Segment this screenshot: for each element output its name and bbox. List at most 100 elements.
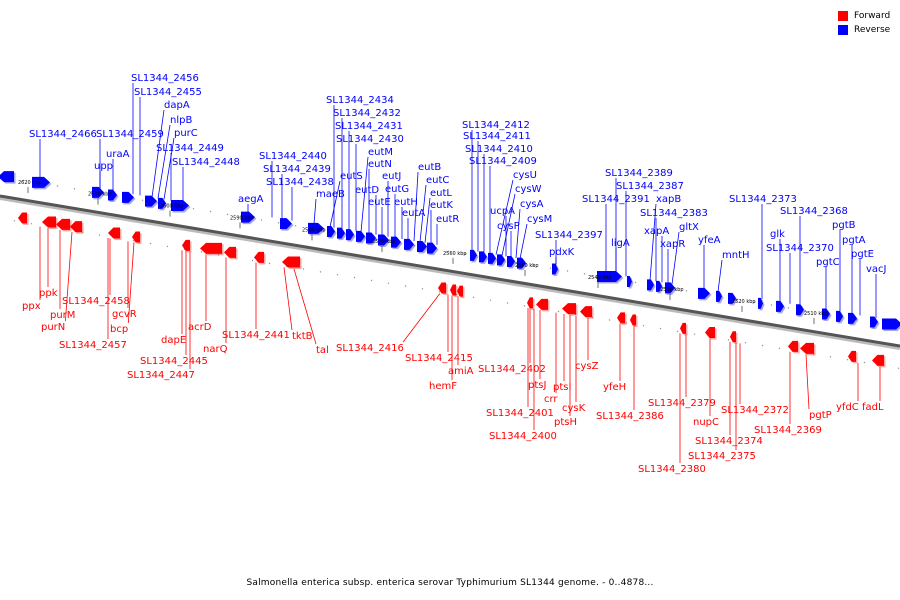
gene-label-glk[interactable]: glk	[770, 229, 785, 240]
gene-label-sl1344_2434[interactable]: SL1344_2434	[326, 95, 394, 106]
gene-arrow[interactable]	[527, 297, 533, 309]
gene-arrow[interactable]	[870, 316, 878, 328]
gene-label-sl1344_2379[interactable]: SL1344_2379	[648, 398, 716, 409]
gene-label-ptsi[interactable]: ptsI	[553, 382, 571, 393]
gene-arrow[interactable]	[698, 287, 710, 299]
gene-arrow[interactable]	[788, 340, 798, 352]
gene-label-sl1344_2440[interactable]: SL1344_2440	[259, 151, 327, 162]
gene-arrow[interactable]	[882, 318, 900, 330]
gene-label-sl1344_2456[interactable]: SL1344_2456	[131, 73, 199, 84]
gene-label-cysz[interactable]: cysZ	[575, 361, 599, 372]
gene-label-sl1344_2368[interactable]: SL1344_2368	[780, 206, 848, 217]
gene-label-pgte[interactable]: pgtE	[851, 249, 874, 260]
gene-arrow[interactable]	[822, 308, 830, 320]
gene-label-sl1344_2370[interactable]: SL1344_2370	[766, 243, 834, 254]
gene-arrow[interactable]	[848, 350, 856, 362]
gene-label-bcp[interactable]: bcp	[110, 324, 128, 335]
gene-label-cysp[interactable]: cysP	[497, 221, 520, 232]
gene-label-xapb[interactable]: xapB	[656, 194, 681, 205]
gene-label-sl1344_2411[interactable]: SL1344_2411	[463, 131, 531, 142]
gene-label-purn[interactable]: purN	[41, 322, 65, 333]
gene-label-sl1344_2448[interactable]: SL1344_2448	[172, 157, 240, 168]
gene-arrow[interactable]	[404, 238, 414, 250]
gene-arrow[interactable]	[417, 241, 427, 253]
gene-arrow[interactable]	[337, 227, 345, 239]
gene-label-sl1344_2400[interactable]: SL1344_2400	[489, 431, 557, 442]
gene-label-sl1344_2439[interactable]: SL1344_2439	[263, 164, 331, 175]
gene-label-ppk[interactable]: ppk	[39, 288, 58, 299]
gene-arrow[interactable]	[872, 354, 884, 366]
gene-label-sl1344_2383[interactable]: SL1344_2383	[640, 208, 708, 219]
gene-label-hemf[interactable]: hemF	[429, 381, 457, 392]
gene-arrow[interactable]	[56, 218, 70, 230]
gene-label-dape[interactable]: dapE	[161, 335, 186, 346]
gene-label-narq[interactable]: narQ	[203, 344, 228, 355]
gene-arrow[interactable]	[108, 227, 120, 239]
gene-label-yfeh[interactable]: yfeH	[603, 382, 626, 393]
gene-arrow[interactable]	[378, 234, 389, 246]
gene-label-xapr[interactable]: xapR	[660, 239, 685, 250]
gene-label-sl1344_2402[interactable]: SL1344_2402	[478, 364, 546, 375]
gene-arrow[interactable]	[327, 226, 335, 238]
gene-label-maeb[interactable]: maeB	[316, 189, 345, 200]
gene-arrow[interactable]	[438, 282, 446, 294]
gene-arrow[interactable]	[627, 276, 632, 288]
gene-label-fadl[interactable]: fadL	[862, 402, 884, 413]
gene-arrow[interactable]	[758, 297, 763, 309]
gene-arrow[interactable]	[356, 230, 365, 242]
gene-arrow[interactable]	[92, 186, 104, 198]
gene-label-sl1344_2375[interactable]: SL1344_2375	[688, 451, 756, 462]
gene-label-ptsj[interactable]: ptsJ	[528, 380, 546, 391]
gene-label-eutg[interactable]: eutG	[385, 184, 409, 195]
gene-label-sl1344_2373[interactable]: SL1344_2373	[729, 194, 797, 205]
gene-arrow[interactable]	[665, 282, 675, 294]
gene-arrow[interactable]	[488, 252, 496, 264]
gene-arrow[interactable]	[108, 189, 117, 201]
gene-arrow[interactable]	[562, 303, 576, 315]
gene-label-cysu[interactable]: cysU	[513, 170, 537, 181]
gene-label-sl1344_2372[interactable]: SL1344_2372	[721, 405, 789, 416]
gene-label-sl1344_2447[interactable]: SL1344_2447	[127, 370, 195, 381]
gene-arrow[interactable]	[836, 310, 843, 322]
gene-label-sl1344_2438[interactable]: SL1344_2438	[266, 177, 334, 188]
gene-label-sl1344_2455[interactable]: SL1344_2455	[134, 87, 202, 98]
gene-label-eutk[interactable]: eutK	[430, 200, 453, 211]
gene-label-ppx[interactable]: ppx	[22, 301, 41, 312]
gene-arrow[interactable]	[200, 242, 222, 254]
gene-label-sl1344_2369[interactable]: SL1344_2369	[754, 425, 822, 436]
gene-label-cysk[interactable]: cysK	[562, 403, 586, 414]
gene-arrow[interactable]	[776, 300, 784, 312]
gene-arrow[interactable]	[552, 263, 558, 275]
gene-label-sl1344_2430[interactable]: SL1344_2430	[336, 134, 404, 145]
gene-arrow[interactable]	[224, 246, 236, 258]
gene-label-eutm[interactable]: eutM	[368, 147, 393, 158]
gene-label-sl1344_2415[interactable]: SL1344_2415	[405, 353, 473, 364]
gene-label-tal[interactable]: tal	[316, 345, 329, 356]
gene-label-xapa[interactable]: xapA	[644, 226, 669, 237]
gene-label-nlpb[interactable]: nlpB	[170, 115, 192, 126]
gene-label-sl1344_2431[interactable]: SL1344_2431	[335, 121, 403, 132]
gene-arrow[interactable]	[580, 306, 592, 318]
gene-label-vacj[interactable]: vacJ	[866, 264, 887, 275]
gene-label-purm[interactable]: purM	[50, 310, 75, 321]
gene-label-cysw[interactable]: cysW	[515, 184, 542, 195]
gene-label-acrd[interactable]: acrD	[188, 322, 212, 333]
gene-arrow[interactable]	[0, 171, 14, 183]
gene-label-pgtb[interactable]: pgtB	[832, 220, 856, 231]
gene-label-sl1344_2466[interactable]: SL1344_2466	[29, 129, 97, 140]
gene-label-eutr[interactable]: eutR	[436, 214, 459, 225]
gene-arrow[interactable]	[182, 239, 190, 251]
gene-arrow[interactable]	[122, 191, 134, 203]
gene-arrow[interactable]	[730, 331, 736, 343]
gene-label-dapa[interactable]: dapA	[164, 100, 190, 111]
gene-arrow[interactable]	[497, 254, 505, 266]
gene-arrow[interactable]	[254, 251, 264, 263]
gene-arrow[interactable]	[728, 292, 736, 304]
gene-label-sl1344_2401[interactable]: SL1344_2401	[486, 408, 554, 419]
gene-label-uraa[interactable]: uraA	[106, 149, 130, 160]
gene-label-eutn[interactable]: eutN	[368, 159, 392, 170]
gene-label-pgtc[interactable]: pgtC	[816, 257, 840, 268]
gene-label-tktb[interactable]: tktB	[292, 331, 313, 342]
gene-label-sl1344_2457[interactable]: SL1344_2457	[59, 340, 127, 351]
gene-arrow[interactable]	[800, 342, 814, 354]
